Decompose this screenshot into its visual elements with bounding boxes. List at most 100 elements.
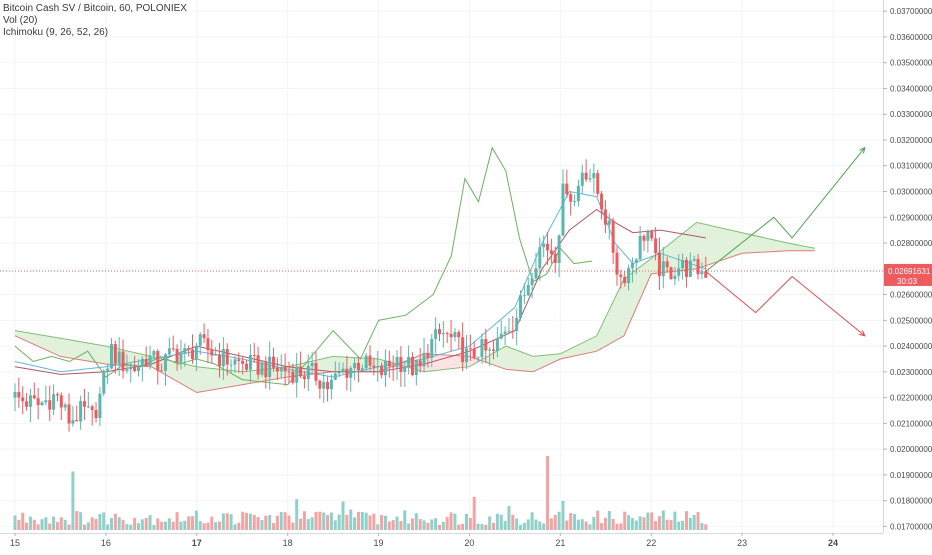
candle-body — [202, 334, 206, 339]
volume-bar — [326, 514, 330, 530]
volume-bar — [40, 519, 44, 530]
candle-body — [399, 357, 403, 373]
candle-body — [356, 362, 360, 371]
candle-body — [283, 367, 287, 372]
candle-body — [333, 373, 337, 380]
volume-bar — [125, 524, 129, 530]
candle-body — [194, 345, 198, 360]
candle-body — [198, 334, 202, 346]
price-tick-label-11: 0.02600000 — [890, 291, 932, 300]
volume-bar — [418, 519, 422, 530]
volume-bar — [453, 513, 457, 530]
price-tick-label-19: 0.01800000 — [890, 497, 932, 506]
candle-body — [52, 394, 56, 410]
candle-body — [229, 364, 233, 366]
candle-body — [318, 380, 322, 389]
candle-body — [472, 348, 476, 358]
candle-body — [414, 360, 418, 375]
candle-body — [179, 353, 183, 363]
candle-body — [125, 369, 129, 372]
candle-body — [380, 365, 384, 376]
candle-body — [210, 350, 214, 356]
volume-bar — [163, 521, 167, 530]
price-tick-label-17: 0.02000000 — [890, 445, 932, 454]
candle-body — [372, 365, 376, 368]
volume-bar — [272, 523, 276, 530]
candle-body — [167, 348, 171, 355]
volume-bar — [179, 521, 183, 530]
volume-bar — [183, 520, 187, 530]
price-tick-label-8: 0.02900000 — [890, 213, 932, 222]
candle-body — [542, 243, 546, 248]
bearish-projection-arrow — [705, 271, 866, 337]
legend-volume[interactable]: Vol (20) — [3, 15, 38, 26]
volume-bar — [410, 518, 414, 530]
candle-body — [345, 368, 349, 378]
volume-bar — [198, 521, 202, 530]
legend-ichimoku[interactable]: Ichimoku (9, 26, 52, 26) — [3, 27, 109, 38]
candle-body — [25, 401, 29, 407]
volume-bar — [356, 511, 360, 530]
volume-bar — [665, 519, 669, 530]
candle-body — [422, 352, 426, 367]
candle-body — [310, 362, 314, 367]
candle-body — [630, 262, 634, 269]
volume-bar — [468, 517, 472, 530]
candle-body — [90, 406, 94, 410]
candle-body — [603, 209, 607, 225]
volume-bar — [376, 524, 380, 530]
candle-body — [129, 366, 133, 370]
candle-body — [152, 351, 156, 356]
volume-bar — [59, 517, 63, 530]
candle-body — [607, 220, 611, 225]
volume-bar — [576, 519, 580, 530]
legend-symbol[interactable]: Bitcoin Cash SV / Bitcoin, 60, POLONIEX — [3, 3, 187, 14]
time-tick-label-3: 18 — [283, 538, 293, 548]
candle-body — [272, 356, 276, 368]
candle-body — [573, 201, 577, 203]
candle-body — [688, 260, 692, 277]
candle-body — [576, 185, 580, 202]
volume-bar — [584, 521, 588, 530]
candle-body — [136, 366, 140, 371]
candle-body — [534, 268, 538, 279]
candle-body — [218, 354, 222, 367]
candle-body — [522, 295, 526, 297]
volume-bar — [673, 511, 677, 530]
volume-bar — [634, 520, 638, 530]
candle-body — [299, 366, 303, 377]
price-tick-label-14: 0.02300000 — [890, 368, 932, 377]
volume-bar — [156, 518, 160, 530]
candle-body — [561, 183, 565, 236]
candle-body — [206, 338, 210, 351]
volume-bar — [646, 512, 650, 530]
volume-bar — [615, 524, 619, 530]
volume-bar — [507, 505, 511, 530]
volume-bar — [399, 521, 403, 530]
candle-body — [82, 401, 86, 407]
candle-body — [221, 349, 225, 367]
volume-bar — [565, 520, 569, 530]
volume-bar — [90, 517, 94, 530]
price-tick-label-4: 0.03300000 — [890, 110, 932, 119]
candle-body — [360, 368, 364, 371]
volume-bar — [464, 513, 468, 530]
volume-bar — [32, 519, 36, 530]
candle-body — [36, 398, 40, 406]
candle-body — [515, 317, 519, 332]
volume-bar — [102, 512, 106, 530]
time-tick-label-6: 21 — [555, 538, 565, 548]
candle-body — [140, 358, 144, 367]
volume-bar — [44, 517, 48, 530]
time-tick-label-7: 22 — [646, 538, 656, 548]
volume-bar — [206, 522, 210, 530]
candle-body — [480, 339, 484, 358]
volume-bar — [657, 516, 661, 530]
volume-bar — [341, 501, 345, 530]
volume-bar — [144, 517, 148, 530]
current-price-label: 0.02691631 — [888, 267, 931, 276]
volume-bar — [661, 510, 665, 530]
volume-bar — [549, 518, 553, 530]
